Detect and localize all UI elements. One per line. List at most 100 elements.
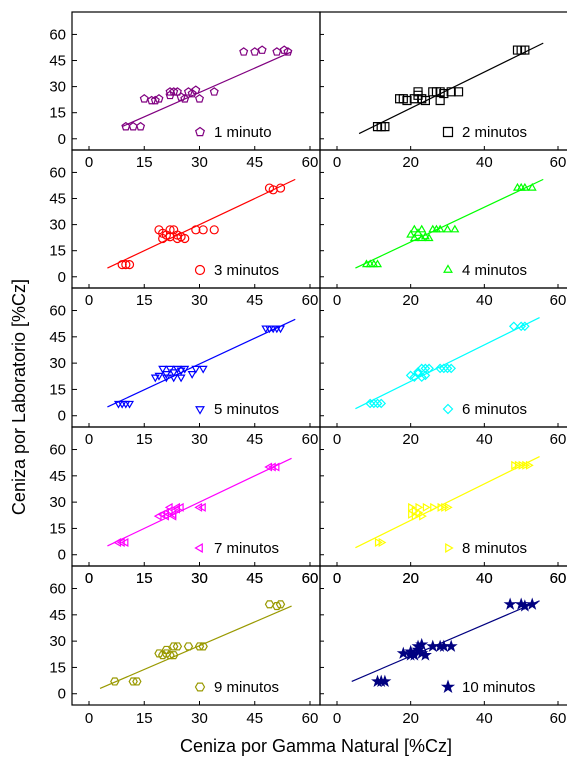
data-point — [444, 639, 458, 652]
legend-label: 3 minutos — [214, 262, 279, 279]
x-tick-label-top: 30 — [191, 570, 208, 587]
x-tick-label: 30 — [191, 570, 208, 587]
data-point — [444, 502, 453, 512]
legend-marker — [443, 264, 453, 273]
data-point — [113, 537, 122, 547]
data-point — [435, 363, 445, 374]
legend-marker — [195, 126, 205, 137]
data-point — [527, 182, 537, 191]
x-tick-label: 0 — [85, 292, 93, 309]
y-tick-label: 45 — [49, 191, 66, 208]
data-point — [187, 88, 197, 98]
data-point — [120, 537, 129, 547]
x-tick-label: 40 — [476, 431, 493, 448]
legend-label: 9 minutos — [214, 679, 279, 696]
data-point — [121, 121, 131, 131]
data-point — [413, 90, 423, 100]
x-tick-label: 40 — [476, 710, 493, 727]
data-point — [435, 224, 445, 233]
data-point — [420, 363, 431, 374]
x-tick-label: 20 — [402, 710, 419, 727]
legend-marker — [195, 406, 205, 415]
data-point — [503, 597, 517, 610]
panel-3: 0 15 30 45 60 0 15 30 45 60 3 minutos — [49, 149, 321, 309]
x-tick-label: 20 — [402, 570, 419, 587]
data-point — [420, 95, 430, 106]
panel-10: 0 20 40 60 0 20 40 60 10 minutos — [319, 565, 567, 727]
data-point — [368, 398, 379, 409]
data-point — [441, 502, 450, 512]
data-point — [172, 365, 182, 374]
data-point — [264, 462, 273, 472]
x-tick-label-top: 15 — [136, 570, 153, 587]
data-point — [132, 677, 142, 686]
legend-marker — [442, 403, 454, 415]
x-tick-label: 0 — [85, 710, 93, 727]
fit-line — [121, 51, 292, 128]
data-point — [209, 225, 219, 235]
legend-label: 4 minutos — [462, 262, 527, 279]
y-tick-label: 30 — [49, 494, 66, 511]
legend-label: 2 minutos — [462, 124, 527, 141]
x-tick-label-top: 60 — [302, 570, 319, 587]
y-tick-label: 30 — [49, 633, 66, 650]
data-point — [161, 371, 171, 379]
data-point — [117, 260, 127, 270]
data-point — [250, 47, 260, 56]
data-point — [520, 321, 530, 332]
data-point — [525, 460, 534, 470]
x-tick-label: 60 — [550, 292, 567, 309]
data-point — [209, 87, 219, 96]
data-point — [187, 371, 197, 379]
data-point — [150, 95, 160, 105]
x-tick-label: 60 — [302, 431, 319, 448]
data-point — [180, 365, 190, 374]
data-point — [283, 47, 293, 56]
data-point — [110, 677, 120, 686]
x-tick-label: 0 — [333, 710, 341, 727]
y-tick-label: 45 — [49, 468, 66, 485]
data-point — [439, 88, 449, 99]
x-tick-label: 60 — [550, 154, 567, 171]
data-point — [435, 87, 445, 97]
y-tick-label: 0 — [58, 269, 66, 286]
y-tick-label: 60 — [49, 164, 66, 181]
data-point — [508, 321, 519, 332]
x-tick-label: 0 — [85, 570, 93, 587]
y-tick-label: 60 — [49, 581, 66, 598]
fit-line — [355, 316, 540, 410]
x-tick-label: 30 — [191, 431, 208, 448]
data-point — [408, 502, 416, 512]
x-tick-label-top: 40 — [476, 570, 493, 587]
data-point — [415, 502, 424, 512]
data-point — [183, 642, 194, 651]
data-point — [373, 259, 383, 268]
data-point — [125, 400, 135, 409]
data-point — [435, 95, 445, 106]
data-point — [154, 649, 164, 658]
y-tick-label: 0 — [58, 686, 66, 703]
x-tick-label-top: 0 — [85, 570, 93, 587]
data-point — [402, 95, 412, 106]
x-tick-label: 0 — [333, 570, 341, 587]
data-point — [365, 398, 375, 409]
data-point — [124, 260, 135, 270]
y-tick-label: 60 — [49, 26, 66, 43]
data-point — [275, 600, 286, 609]
data-point — [374, 537, 383, 547]
fit-line — [107, 178, 296, 269]
data-point — [376, 398, 387, 409]
x-tick-label: 20 — [402, 292, 419, 309]
x-tick-label: 0 — [333, 431, 341, 448]
data-point — [417, 233, 427, 242]
data-point — [378, 674, 392, 687]
data-point — [175, 502, 184, 512]
data-point — [172, 642, 183, 651]
y-tick-label: 60 — [49, 442, 66, 459]
data-point — [198, 642, 208, 651]
data-point — [443, 224, 452, 233]
data-point — [409, 224, 419, 233]
fit-line — [351, 600, 540, 683]
data-point — [165, 90, 175, 100]
y-tick-label: 15 — [49, 659, 66, 676]
